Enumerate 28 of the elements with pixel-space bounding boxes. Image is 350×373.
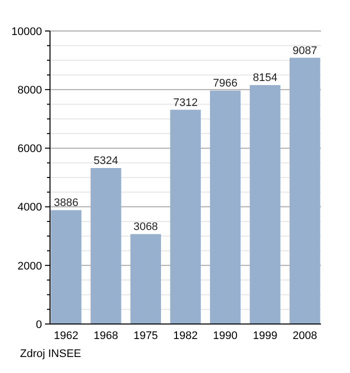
x-tick-label: 1999 — [252, 330, 278, 342]
y-tick-label: 8000 — [18, 84, 42, 96]
data-label: 3886 — [54, 197, 78, 210]
bar — [170, 110, 201, 324]
x-tick-label: 1975 — [133, 330, 158, 342]
bar — [90, 168, 122, 324]
data-label: 7312 — [173, 96, 198, 109]
data-label: 8154 — [252, 72, 278, 84]
x-tick-label: 1968 — [94, 330, 118, 342]
x-tick-label: 2008 — [292, 330, 318, 342]
x-tick-label: 1962 — [54, 330, 78, 342]
bar — [290, 58, 320, 324]
y-tick-label: 10000 — [11, 26, 42, 38]
y-tick-label: 4000 — [18, 202, 42, 214]
y-tick-label: 6000 — [18, 143, 42, 156]
data-label: 7966 — [213, 78, 238, 90]
bar — [210, 90, 241, 324]
bar — [50, 210, 82, 324]
data-label: 5324 — [94, 155, 118, 168]
x-tick-label: 1990 — [213, 330, 238, 342]
bar — [250, 85, 280, 324]
y-tick-label: 2000 — [18, 260, 42, 272]
data-label: 9087 — [292, 44, 318, 57]
x-tick-label: 1982 — [173, 330, 198, 342]
y-tick-label: 0 — [36, 318, 42, 331]
bar — [130, 234, 162, 324]
data-label: 3068 — [133, 221, 158, 234]
text: Zdroj INSEE — [20, 348, 82, 360]
